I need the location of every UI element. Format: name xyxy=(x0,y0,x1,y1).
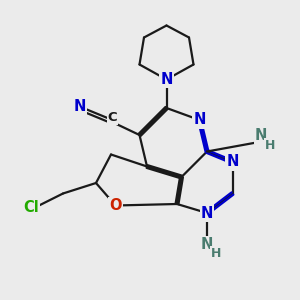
Text: N: N xyxy=(193,112,206,128)
Text: H: H xyxy=(211,247,221,260)
Text: N: N xyxy=(160,72,173,87)
Text: Cl: Cl xyxy=(24,200,39,214)
Text: N: N xyxy=(255,128,267,142)
Text: C: C xyxy=(108,111,117,124)
Text: O: O xyxy=(109,198,122,213)
Text: N: N xyxy=(226,154,239,169)
Text: H: H xyxy=(265,139,275,152)
Text: N: N xyxy=(201,206,213,220)
Text: N: N xyxy=(74,99,86,114)
Text: N: N xyxy=(201,237,213,252)
